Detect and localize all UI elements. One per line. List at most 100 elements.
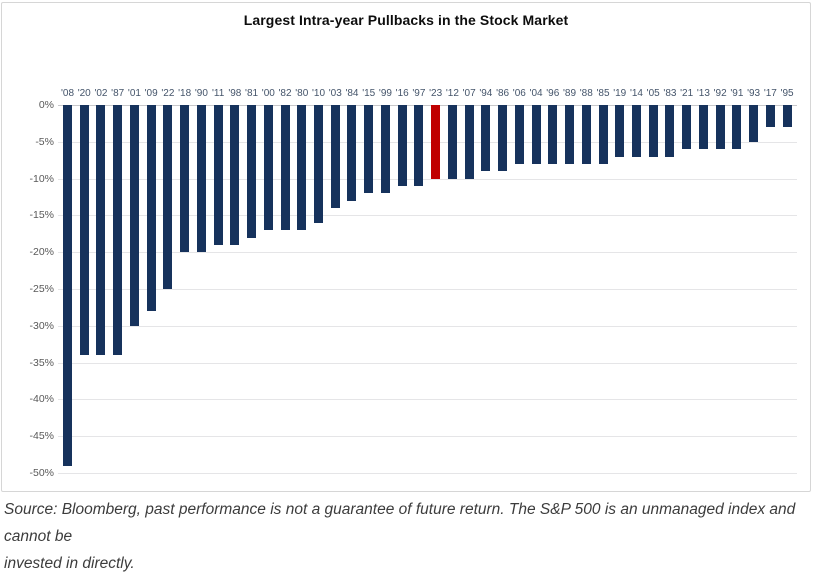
x-category-label: '89 [563, 88, 577, 99]
bar-y81: '81 [245, 88, 258, 238]
bar-y83: '83 [663, 88, 676, 157]
bar-y21: '21 [680, 88, 693, 150]
x-category-label: '11 [211, 88, 225, 99]
bar-y00: '00 [262, 88, 275, 231]
bar-y94: '94 [479, 88, 492, 172]
y-tick-label: -25% [29, 283, 54, 295]
bar-y06: '06 [513, 88, 526, 164]
chart-title: Largest Intra-year Pullbacks in the Stoc… [243, 12, 569, 28]
y-tick-label: -20% [29, 246, 54, 259]
x-category-label: '23 [429, 88, 443, 99]
bar-y98: '98 [228, 88, 241, 245]
gridline [58, 436, 797, 438]
x-category-label: '91 [730, 88, 744, 99]
x-category-label: '84 [345, 88, 359, 99]
x-category-label: '12 [445, 88, 459, 99]
x-category-label: '04 [529, 88, 543, 99]
bar-y10: '10 [312, 88, 325, 223]
x-category-label: '05 [646, 88, 660, 99]
x-category-label: '03 [328, 88, 342, 99]
y-tick-label: -30% [29, 319, 54, 332]
bar-y08: '08 [61, 88, 74, 466]
x-category-label: '98 [228, 88, 242, 99]
bar-y11: '11 [212, 88, 224, 245]
x-category-label: '81 [245, 88, 259, 99]
x-category-label: '10 [311, 88, 326, 99]
gridline [58, 473, 797, 474]
bar-y18: '18 [178, 88, 191, 253]
source-note-line1: Source: Bloomberg, past performance is n… [4, 501, 796, 545]
x-category-label: '83 [663, 88, 677, 99]
x-category-label: '88 [579, 88, 593, 99]
x-category-label: '85 [596, 88, 610, 99]
chart-panel: Largest Intra-year Pullbacks in the Stoc… [1, 2, 811, 492]
bar-y95: '95 [781, 88, 794, 128]
y-tick-label: -40% [29, 393, 54, 406]
bar-y19: '19 [613, 88, 626, 157]
y-tick-label: -35% [29, 356, 54, 369]
x-category-label: '95 [780, 88, 794, 99]
bar-y01: '01 [128, 88, 141, 326]
x-category-label: '99 [378, 88, 392, 99]
bar-y91: '91 [730, 88, 743, 150]
source-note-line2: invested in directly. [4, 555, 135, 572]
x-category-label: '20 [77, 88, 91, 99]
x-category-label: '18 [178, 88, 192, 99]
bar-y97: '97 [412, 88, 425, 186]
x-category-label: '01 [127, 88, 141, 99]
bar-y15: '15 [362, 88, 375, 194]
bar-y05: '05 [647, 88, 660, 157]
bar-y89: '89 [563, 88, 576, 164]
bar-y17: '17 [764, 88, 777, 128]
x-category-label: '19 [613, 88, 627, 99]
y-tick-label: -50% [29, 467, 54, 479]
gridline [58, 399, 797, 401]
x-category-label: '02 [94, 88, 108, 99]
gridline [58, 289, 797, 290]
x-category-label: '92 [713, 88, 727, 99]
x-category-label: '08 [60, 88, 75, 99]
source-note: Source: Bloomberg, past performance is n… [4, 496, 804, 577]
x-category-label: '13 [696, 88, 710, 99]
x-category-label: '82 [278, 88, 292, 99]
bar-y04: '04 [530, 88, 543, 164]
x-category-label: '86 [496, 88, 510, 99]
bar-y07: '07 [463, 88, 476, 179]
x-axis-line [58, 105, 797, 106]
bar-y20: '20 [78, 88, 91, 356]
bar-y85: '85 [596, 88, 610, 164]
bar-y96: '96 [546, 88, 559, 164]
x-category-label: '96 [546, 88, 560, 99]
bar-y87: '87 [111, 88, 124, 356]
bar-y90: '90 [195, 88, 208, 253]
bar-y99: '99 [379, 88, 392, 194]
gridline [58, 178, 797, 180]
bar-y80: '80 [295, 88, 308, 231]
gridline [58, 215, 797, 217]
bar-y23: '23 [429, 88, 442, 179]
y-tick-label: -45% [29, 430, 54, 443]
bar-y88: '88 [580, 88, 593, 164]
bar-y16: '16 [396, 88, 409, 186]
x-category-label: '14 [629, 88, 643, 99]
y-tick-label: -5% [35, 135, 54, 148]
bar-y82: '82 [279, 88, 292, 231]
gridline [58, 325, 797, 327]
gridline [58, 252, 797, 254]
bar-y02: '02 [94, 88, 107, 356]
x-category-label: '15 [362, 88, 376, 99]
bar-y14: '14 [630, 88, 643, 157]
bar-y93: '93 [747, 88, 760, 142]
gridline [58, 141, 797, 143]
bar-y84: '84 [345, 88, 359, 201]
bar-y12: '12 [446, 88, 459, 179]
x-category-label: '21 [680, 88, 694, 99]
y-tick-label: 0% [38, 99, 54, 111]
bar-y92: '92 [714, 88, 727, 150]
x-category-label: '09 [144, 88, 158, 99]
bar-y86: '86 [496, 88, 509, 172]
x-category-label: '80 [295, 88, 309, 99]
x-category-label: '90 [194, 88, 208, 99]
x-category-label: '07 [462, 88, 476, 99]
x-category-label: '93 [747, 88, 761, 99]
